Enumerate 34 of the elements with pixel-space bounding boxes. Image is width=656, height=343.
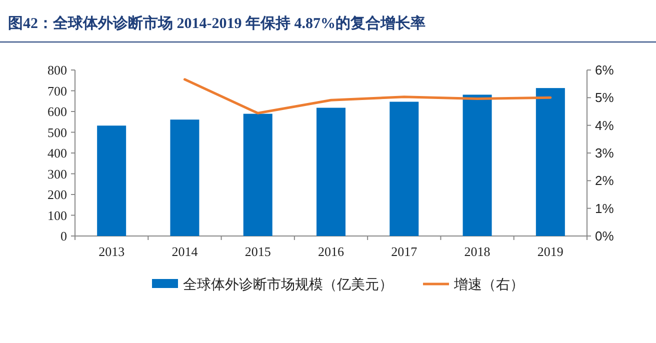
y2-tick-label: 1% (595, 200, 614, 216)
y2-tick-label: 0% (595, 228, 614, 244)
x-tick-label: 2016 (318, 244, 344, 259)
bar (390, 102, 419, 236)
bar (97, 126, 126, 236)
y-tick-label: 100 (48, 208, 67, 223)
x-tick-label: 2013 (98, 244, 125, 259)
x-tick-label: 2018 (464, 244, 490, 259)
bar (243, 114, 272, 236)
legend-label: 全球体外诊断市场规模（亿美元） (183, 277, 393, 293)
y2-tick-label: 4% (595, 118, 614, 133)
y-tick-label: 200 (48, 187, 67, 202)
y-tick-label: 600 (48, 104, 67, 119)
x-tick-label: 2015 (244, 244, 271, 259)
x-tick-label: 2019 (537, 244, 564, 259)
y-tick-label: 300 (48, 166, 67, 182)
y2-tick-label: 5% (595, 90, 614, 106)
legend-label: 增速（右） (453, 277, 524, 293)
bar (462, 94, 492, 236)
x-tick-label: 2014 (172, 244, 198, 259)
line-series (183, 78, 552, 114)
y-tick-label: 800 (48, 62, 67, 78)
y-tick-label: 500 (48, 124, 67, 140)
y-tick-label: 700 (48, 83, 67, 98)
x-tick-label: 2017 (391, 244, 418, 259)
y-tick-label: 400 (48, 146, 67, 160)
y2-tick-label: 3% (595, 146, 614, 160)
y2-tick-label: 2% (595, 173, 614, 188)
y2-tick-label: 6% (595, 62, 614, 78)
bar (170, 120, 200, 236)
chart-title: 图42：全球体外诊断市场 2014-2019 年保持 4.87%的复合增长率 (8, 14, 426, 32)
bar (316, 108, 346, 236)
y-tick-label: 0 (60, 228, 67, 244)
bar (536, 88, 565, 236)
